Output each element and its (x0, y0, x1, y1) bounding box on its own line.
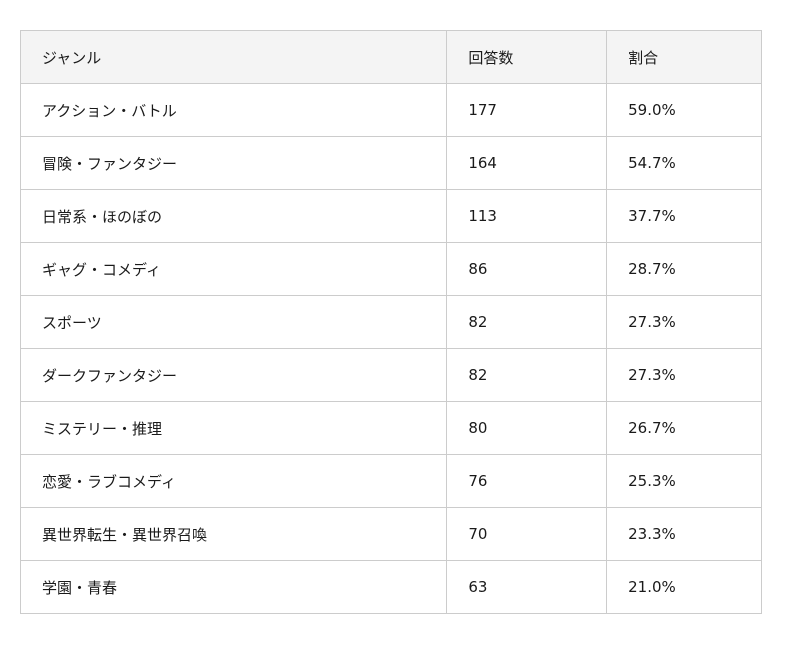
table-row: 冒険・ファンタジー 164 54.7% (19, 136, 762, 190)
cell-ratio: 26.7% (606, 401, 762, 455)
cell-count: 113 (446, 189, 608, 243)
table-row: アクション・バトル 177 59.0% (19, 83, 762, 137)
table-row: スポーツ 82 27.3% (19, 295, 762, 349)
cell-count: 86 (446, 242, 608, 296)
cell-count: 70 (446, 507, 608, 561)
cell-genre: 学園・青春 (19, 560, 448, 614)
header-count: 回答数 (446, 30, 608, 84)
table-row: ダークファンタジー 82 27.3% (19, 348, 762, 402)
cell-genre: 異世界転生・異世界召喚 (19, 507, 448, 561)
table-row: 学園・青春 63 21.0% (19, 560, 762, 614)
header-ratio: 割合 (606, 30, 762, 84)
cell-genre: スポーツ (19, 295, 448, 349)
table-row: 恋愛・ラブコメディ 76 25.3% (19, 454, 762, 508)
cell-genre: 冒険・ファンタジー (19, 136, 448, 190)
cell-count: 164 (446, 136, 608, 190)
cell-genre: ダークファンタジー (19, 348, 448, 402)
cell-ratio: 54.7% (606, 136, 762, 190)
genre-table: ジャンル 回答数 割合 アクション・バトル 177 59.0% 冒険・ファンタジー 16… (19, 30, 762, 614)
cell-genre: ミステリー・推理 (19, 401, 448, 455)
table-row: 異世界転生・異世界召喚 70 23.3% (19, 507, 762, 561)
cell-count: 76 (446, 454, 608, 508)
cell-count: 63 (446, 560, 608, 614)
table-row: ミステリー・推理 80 26.7% (19, 401, 762, 455)
header-row: ジャンル 回答数 割合 (19, 30, 762, 84)
table-row: ギャグ・コメディ 86 28.7% (19, 242, 762, 296)
cell-ratio: 27.3% (606, 295, 762, 349)
cell-genre: アクション・バトル (19, 83, 448, 137)
table-row: 日常系・ほのぼの 113 37.7% (19, 189, 762, 243)
cell-genre: ギャグ・コメディ (19, 242, 448, 296)
cell-ratio: 59.0% (606, 83, 762, 137)
header-genre: ジャンル (19, 30, 448, 84)
table-header: ジャンル 回答数 割合 (19, 30, 762, 84)
cell-ratio: 21.0% (606, 560, 762, 614)
cell-ratio: 25.3% (606, 454, 762, 508)
cell-genre: 恋愛・ラブコメディ (19, 454, 448, 508)
cell-ratio: 27.3% (606, 348, 762, 402)
cell-ratio: 28.7% (606, 242, 762, 296)
cell-ratio: 23.3% (606, 507, 762, 561)
cell-count: 80 (446, 401, 608, 455)
cell-genre: 日常系・ほのぼの (19, 189, 448, 243)
cell-count: 82 (446, 295, 608, 349)
cell-ratio: 37.7% (606, 189, 762, 243)
cell-count: 82 (446, 348, 608, 402)
cell-count: 177 (446, 83, 608, 137)
table-body: アクション・バトル 177 59.0% 冒険・ファンタジー 164 54.7% 日常系・ほの… (19, 83, 762, 614)
